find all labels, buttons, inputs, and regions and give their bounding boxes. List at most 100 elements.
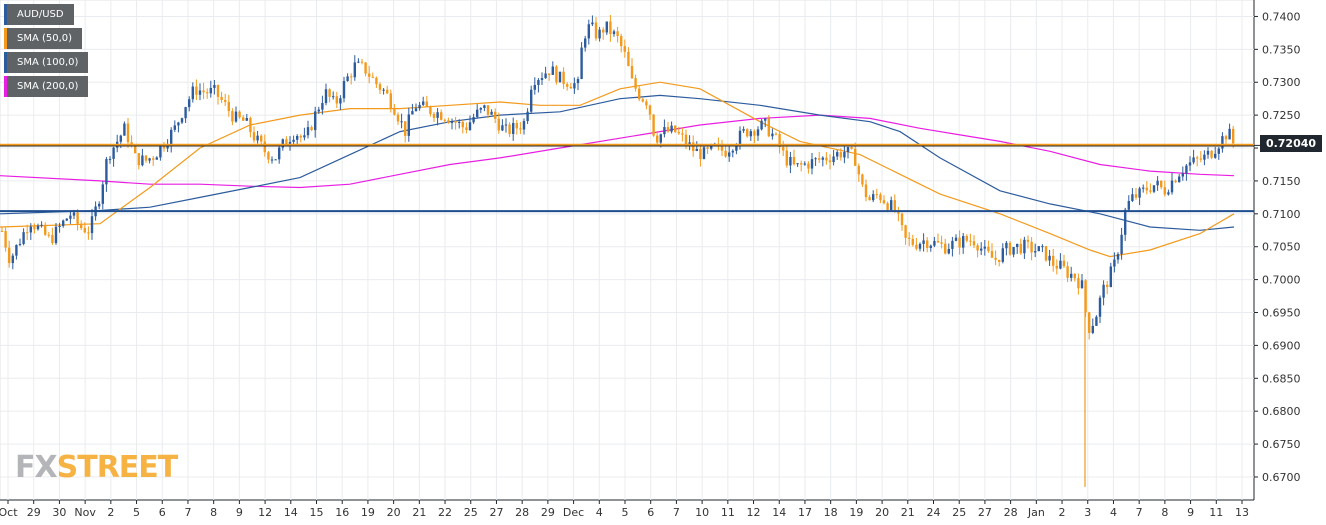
candle-body (677, 132, 680, 134)
x-tick-label: 29 (27, 506, 41, 519)
candle-body (566, 84, 569, 87)
candle-body (364, 62, 367, 74)
candle-body (753, 131, 756, 136)
candle-body (1030, 241, 1033, 253)
candle-body (533, 84, 536, 90)
candle-body (1062, 260, 1066, 267)
candle-body (792, 156, 796, 165)
candle-body (224, 99, 227, 102)
candle-body (1156, 180, 1159, 186)
candle-body (645, 101, 648, 106)
candle-body (548, 73, 551, 75)
candle-body (735, 145, 738, 151)
candle-body (728, 152, 731, 157)
legend-item-sma200[interactable]: SMA (200,0) (4, 76, 89, 97)
candle-body (8, 247, 11, 264)
legend-label-sma200: SMA (200,0) (17, 81, 79, 92)
x-tick-label: Jan (1027, 506, 1045, 519)
candle-body (1221, 136, 1224, 149)
candle-body (1203, 154, 1206, 160)
y-tick-label: 0.6700 (1262, 471, 1301, 484)
candle-body (1005, 242, 1008, 249)
candle-body (666, 127, 670, 132)
legend-item-sma50[interactable]: SMA (50,0) (4, 28, 83, 49)
candle-body (54, 226, 58, 244)
candle-body (1224, 136, 1228, 140)
candle-body (440, 112, 443, 120)
candle-body (195, 86, 198, 95)
candle-body (890, 200, 893, 211)
candle-body (396, 114, 400, 122)
candle-body (310, 127, 313, 131)
candle-body (292, 139, 295, 142)
candle-body (213, 85, 216, 88)
x-tick-label: 12 (258, 506, 272, 519)
x-tick-label: 16 (335, 506, 349, 519)
x-tick-label: 28 (515, 506, 529, 519)
candle-body (267, 152, 270, 160)
x-tick-label: 30 (52, 506, 66, 519)
candle-body (350, 76, 353, 78)
candle-body (72, 212, 76, 216)
candle-body (47, 234, 50, 236)
candle-body (44, 224, 47, 235)
candle-body (738, 130, 742, 146)
candle-body (1098, 297, 1102, 317)
candle-body (260, 135, 263, 142)
legend-item-sma100[interactable]: SMA (100,0) (4, 52, 89, 73)
candle-body (803, 163, 806, 165)
candle-body (371, 76, 374, 78)
candle-body (1102, 284, 1105, 298)
candle-body (508, 124, 511, 134)
candle-body (479, 108, 482, 110)
candle-body (706, 147, 709, 149)
candle-body (497, 118, 500, 131)
candle-body (1174, 180, 1177, 183)
candle-body (36, 225, 40, 230)
candle-body (537, 79, 540, 85)
candle-body (944, 243, 947, 254)
candle-body (872, 194, 875, 201)
candle-body (1134, 194, 1138, 198)
candle-body (551, 66, 554, 75)
candle-body (1055, 265, 1058, 269)
candle-body (400, 121, 403, 123)
y-tick-label: 0.7000 (1262, 274, 1301, 287)
candle-body (591, 22, 594, 25)
candle-body (26, 232, 29, 234)
candle-body (105, 159, 108, 185)
y-tick-label: 0.6950 (1262, 307, 1301, 320)
candle-body (836, 152, 839, 157)
x-tick-label: 7 (184, 506, 191, 519)
candle-body (238, 111, 241, 118)
x-tick-label: 12 (747, 506, 761, 519)
candle-body (576, 79, 580, 84)
candle-body (634, 78, 637, 89)
candle-body (447, 120, 450, 123)
candle-body (234, 111, 238, 122)
candle-body (490, 111, 493, 115)
candle-body (609, 21, 612, 35)
candle-body (306, 127, 310, 136)
candle-body (177, 122, 180, 126)
candle-body (188, 99, 191, 108)
candle-body (436, 112, 439, 118)
candle-body (796, 163, 799, 165)
candle-body (1145, 187, 1148, 191)
candle-body (382, 89, 385, 91)
candle-body (771, 133, 774, 137)
candle-body (1008, 242, 1012, 255)
candle-body (731, 150, 734, 153)
candle-body (882, 200, 886, 204)
candle-body (1149, 190, 1152, 192)
candle-body (40, 224, 43, 226)
candle-body (893, 200, 896, 211)
legend-item-aud-usd[interactable]: AUD/USD (4, 4, 74, 25)
candle-body (616, 31, 619, 37)
candle-body (1113, 259, 1116, 267)
candle-body (184, 107, 187, 119)
candle-body (494, 111, 497, 119)
candle-body (843, 151, 846, 158)
candle-body (346, 76, 349, 82)
candle-body (1034, 251, 1037, 253)
